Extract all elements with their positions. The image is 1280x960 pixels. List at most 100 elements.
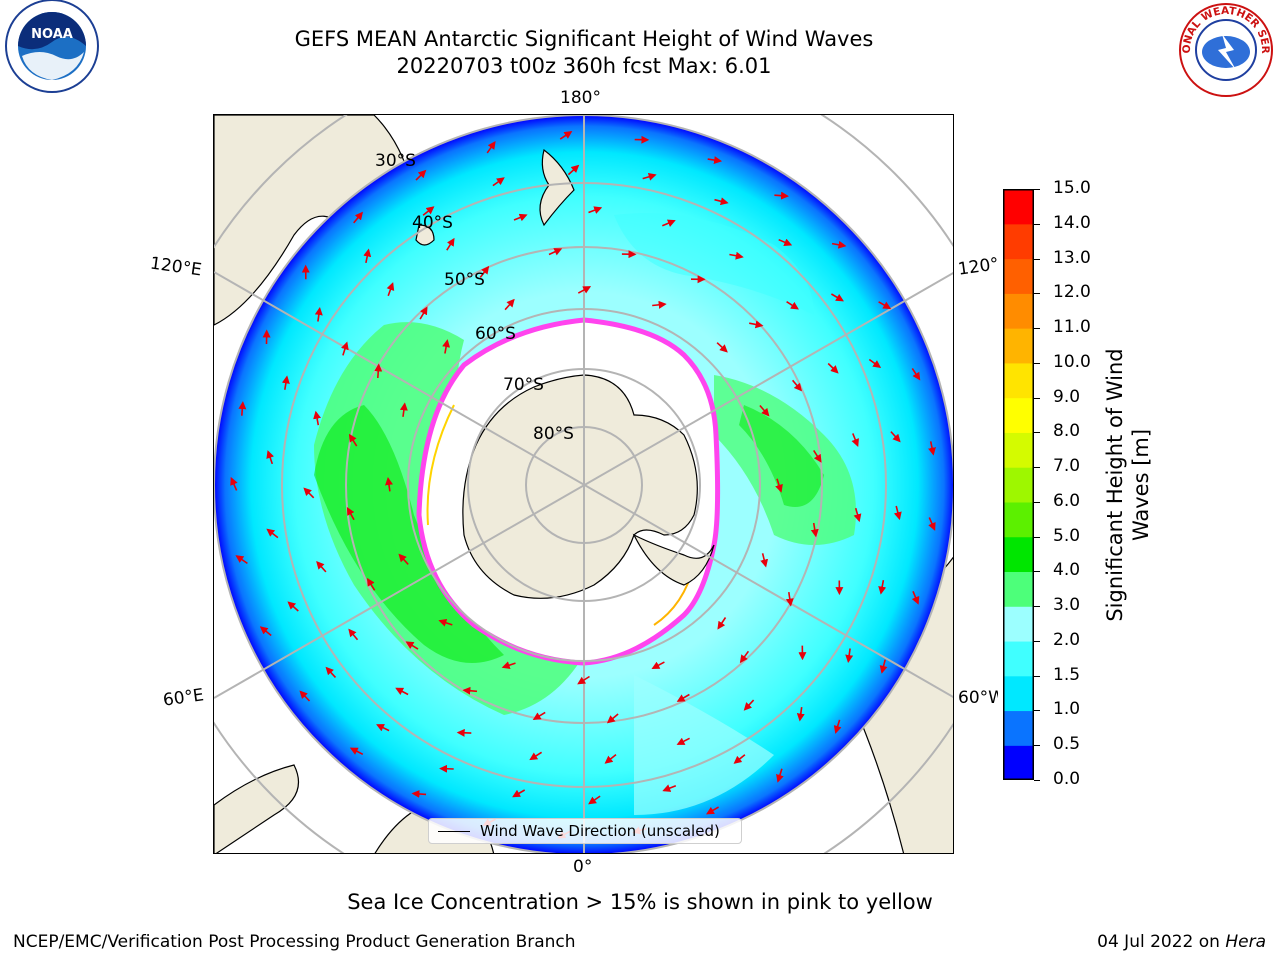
wave-direction-arrow: [717, 617, 727, 630]
wave-direction-arrow: [651, 661, 665, 669]
colorbar-tick-mark: [1034, 328, 1040, 330]
wave-direction-arrow: [604, 753, 617, 764]
wave-direction-arrow: [577, 675, 590, 685]
noaa-logo: NOAA: [0, 0, 104, 104]
wave-direction-arrow: [415, 169, 427, 181]
colorbar-tick-mark: [1034, 432, 1040, 434]
wave-direction-arrow: [548, 248, 563, 256]
wave-direction-arrow: [386, 282, 395, 297]
wave-direction-arrow: [776, 768, 784, 783]
wave-direction-arrow: [299, 690, 311, 702]
wave-direction-arrow: [313, 410, 322, 426]
sea-ice-edge-yellow: [426, 404, 455, 526]
wave-direction-arrow: [385, 477, 393, 492]
wave-direction-arrow: [281, 375, 290, 390]
colorbar-tick-label: 10.0: [1053, 351, 1091, 372]
wave-direction-arrow: [529, 751, 543, 761]
colorbar-label: Significant Height of Wind Waves [m]: [1102, 348, 1154, 621]
colorbar-segment: [1003, 189, 1034, 225]
colorbar-segment: [1003, 432, 1034, 468]
colorbar-segment: [1003, 223, 1034, 260]
colorbar: [1003, 189, 1034, 781]
colorbar-tick-mark: [1034, 745, 1040, 747]
wave-direction-arrow: [827, 362, 839, 374]
map-legend: Wind Wave Direction (unscaled): [428, 818, 742, 844]
wave-direction-arrow: [739, 650, 750, 664]
footer-date-text: 04 Jul 2022 on: [1097, 932, 1226, 952]
lat-label-40s: 40°S: [412, 213, 453, 233]
wave-direction-arrow: [588, 206, 603, 214]
wave-direction-arrow: [760, 553, 769, 568]
wave-direction-arrow: [456, 728, 472, 737]
wave-direction-arrow: [749, 320, 764, 329]
wave-direction-arrow: [911, 367, 921, 381]
colorbar-tick-label: 8.0: [1053, 421, 1081, 442]
noaa-logo-text: NOAA: [31, 27, 73, 42]
wave-direction-arrow: [287, 601, 299, 612]
wave-direction-arrow: [775, 478, 783, 493]
wave-direction-arrow: [676, 737, 690, 745]
wave-direction-arrow: [376, 724, 390, 732]
wave-direction-arrow: [845, 648, 854, 663]
wave-band-north-pacific: [614, 213, 814, 315]
colorbar-tick-label: 0.5: [1053, 734, 1081, 755]
wave-direction-arrow: [743, 699, 755, 711]
wave-direction-arrow: [348, 433, 358, 447]
colorbar-segment: [1003, 571, 1034, 607]
colorbar-tick-label: 14.0: [1053, 212, 1091, 233]
wave-direction-arrow: [853, 507, 862, 523]
wave-direction-arrow: [366, 577, 376, 591]
wave-direction-arrow: [325, 666, 337, 678]
lon-label-60e: 60°E: [161, 685, 206, 711]
legend-line-sample: [438, 830, 470, 832]
colorbar-segment: [1003, 328, 1034, 364]
lat-label-80s: 80°S: [533, 424, 574, 444]
wave-direction-arrow: [810, 522, 819, 538]
wave-direction-arrow: [532, 711, 546, 721]
wave-direction-arrow: [314, 307, 323, 322]
wave-direction-arrow: [706, 806, 720, 815]
colorbar-tick-label: 1.0: [1053, 699, 1081, 720]
wave-band-pacific-core: [739, 405, 824, 507]
wave-band-atlantic: [634, 675, 774, 815]
lat-label-60s: 60°S: [475, 324, 516, 344]
wave-direction-arrow: [462, 686, 478, 695]
colorbar-tick-mark: [1034, 362, 1040, 364]
footer-date: 04 Jul 2022 on Hera: [1097, 932, 1266, 952]
wave-direction-arrow: [879, 659, 888, 674]
wave-direction-arrow: [559, 131, 573, 140]
wave-direction-arrow: [567, 164, 580, 176]
wave-direction-arrow: [405, 641, 419, 650]
colorbar-tick-mark: [1034, 293, 1040, 295]
wave-direction-arrow: [422, 206, 435, 216]
wave-direction-arrow: [911, 590, 920, 605]
wave-direction-arrow: [759, 404, 770, 417]
wave-direction-arrow: [398, 553, 409, 565]
wave-direction-arrow: [588, 795, 601, 805]
colorbar-segment: [1003, 293, 1034, 329]
wave-direction-arrow: [707, 156, 723, 165]
colorbar-tick-label: 9.0: [1053, 386, 1081, 407]
colorbar-border: [1003, 189, 1034, 780]
colorbar-tick-label: 13.0: [1053, 247, 1091, 268]
colorbar-segment: [1003, 397, 1034, 433]
wave-direction-arrow: [796, 706, 805, 722]
wave-direction-arrow: [439, 764, 454, 773]
colorbar-tick-label: 6.0: [1053, 490, 1081, 511]
wave-direction-arrow: [890, 431, 901, 443]
wave-direction-arrow: [774, 191, 789, 200]
colorbar-tick-label: 3.0: [1053, 595, 1081, 616]
wave-direction-arrow: [442, 339, 451, 354]
colorbar-tick-mark: [1034, 467, 1040, 469]
lon-label-60w: 60°W: [958, 688, 998, 708]
wave-direction-arrow: [349, 747, 364, 756]
wave-direction-arrow: [346, 506, 355, 521]
wave-direction-arrow: [501, 661, 516, 669]
colorbar-tick-mark: [1034, 536, 1040, 538]
colorbar-segment: [1003, 258, 1034, 294]
colorbar-tick-mark: [1034, 640, 1040, 642]
colorbar-tick-mark: [1034, 258, 1040, 260]
lat-label-70s: 70°S: [503, 375, 544, 395]
wave-direction-arrow: [492, 177, 505, 187]
wave-direction-arrow: [830, 293, 844, 302]
